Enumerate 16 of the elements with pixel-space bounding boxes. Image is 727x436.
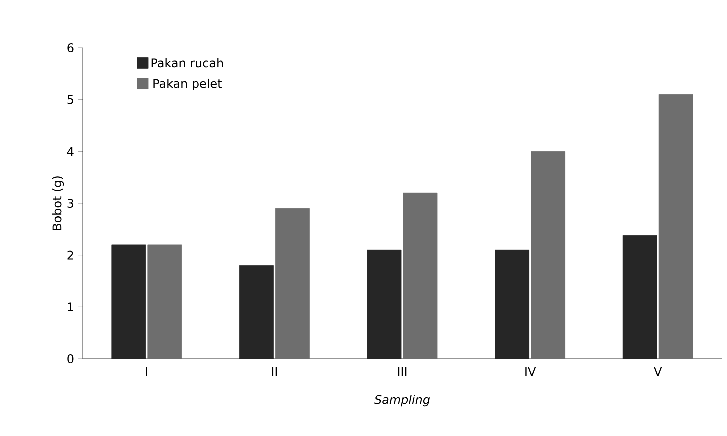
x-tick-label: IV <box>526 367 536 376</box>
y-tick-label: 0 <box>68 354 74 364</box>
y-tick-label: 2 <box>68 250 74 260</box>
y-axis-title: Bobot (g) <box>52 176 64 230</box>
y-tick-label: 1 <box>68 302 74 312</box>
y-tick-label: 3 <box>68 198 74 208</box>
y-tick-label: 5 <box>68 95 74 104</box>
x-tick-label: I <box>146 367 148 376</box>
x-axis-title: Sampling <box>374 395 430 407</box>
y-tick-label: 6 <box>68 43 74 53</box>
legend-label: Pakan pelet <box>154 78 222 91</box>
x-tick-label: III <box>398 367 407 376</box>
y-tick-label: 4 <box>67 147 74 156</box>
legend-label: Pakan rucah <box>152 58 224 68</box>
x-tick-label: V <box>654 367 662 376</box>
x-tick-label: II <box>272 367 278 376</box>
